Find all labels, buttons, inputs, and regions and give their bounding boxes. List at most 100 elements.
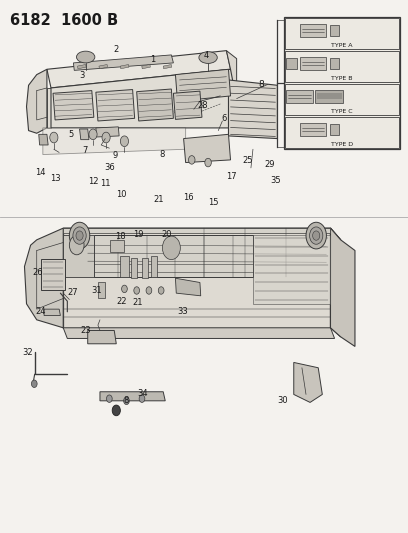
Text: 10: 10 [116,190,127,199]
Bar [151,256,157,277]
Bar [63,228,330,233]
Polygon shape [63,228,330,328]
Polygon shape [175,69,231,101]
Bar [300,57,326,70]
Text: 27: 27 [67,288,78,296]
Bar [285,18,399,49]
Polygon shape [47,88,51,128]
Bar [330,58,339,69]
Text: 17: 17 [226,173,237,181]
Text: 7: 7 [82,146,88,155]
Polygon shape [184,134,231,163]
Text: 13: 13 [50,174,60,182]
Circle shape [102,132,110,143]
Text: 18: 18 [115,232,126,240]
Text: 22: 22 [116,297,127,305]
Polygon shape [142,64,151,69]
Text: 12: 12 [88,177,98,185]
Polygon shape [94,235,253,277]
Bar [131,258,137,278]
Polygon shape [294,362,322,402]
Polygon shape [99,64,108,69]
Circle shape [134,287,140,294]
Polygon shape [43,128,186,155]
Circle shape [162,236,180,260]
Text: 30: 30 [277,397,288,405]
Text: 4: 4 [204,51,208,60]
Polygon shape [120,64,129,69]
Text: TYPE A: TYPE A [331,43,353,49]
Text: TYPE C: TYPE C [331,109,353,115]
Text: 35: 35 [270,176,281,184]
Polygon shape [51,69,237,128]
Polygon shape [330,228,355,346]
Polygon shape [88,330,116,344]
Circle shape [89,129,97,140]
Polygon shape [228,80,277,139]
Circle shape [31,380,37,387]
Circle shape [205,158,211,167]
Text: 6: 6 [222,114,227,123]
Bar [300,123,326,136]
Bar [142,258,148,278]
Circle shape [158,287,164,294]
Text: 1: 1 [151,55,155,64]
Circle shape [76,231,83,240]
Text: 24: 24 [35,308,46,316]
Text: 6182  1600 B: 6182 1600 B [10,13,118,28]
Circle shape [122,285,127,293]
Ellipse shape [199,52,217,63]
Polygon shape [330,228,341,337]
Bar [284,17,400,149]
Circle shape [310,227,323,244]
Circle shape [69,236,84,255]
Circle shape [69,222,90,249]
Ellipse shape [77,51,95,63]
Text: 29: 29 [264,160,275,168]
Polygon shape [44,309,60,316]
Text: 2: 2 [114,45,119,53]
Text: 5: 5 [69,130,74,139]
Text: 23: 23 [80,326,91,335]
Bar [330,25,339,36]
Polygon shape [53,91,94,120]
Polygon shape [63,328,335,338]
Polygon shape [24,228,63,328]
Text: 34: 34 [137,389,148,398]
Circle shape [306,222,326,249]
Circle shape [146,287,152,294]
Text: 8: 8 [258,80,264,88]
Bar [285,84,399,115]
Polygon shape [73,55,173,70]
Text: 21: 21 [153,196,164,204]
Circle shape [124,397,129,405]
Bar [330,124,339,135]
Polygon shape [226,51,237,101]
Polygon shape [27,69,47,133]
Text: TYPE B: TYPE B [331,76,353,82]
Text: 3: 3 [79,71,84,80]
Text: 19: 19 [133,230,144,239]
Polygon shape [173,91,202,119]
Text: 36: 36 [104,164,115,172]
Bar [41,259,65,290]
Polygon shape [96,127,119,137]
Polygon shape [63,228,341,240]
Bar [285,117,399,148]
Circle shape [120,136,129,147]
Bar [315,90,343,103]
Bar [286,90,313,103]
Text: 32: 32 [22,349,33,357]
Circle shape [73,227,86,244]
Circle shape [106,395,112,402]
Text: 8: 8 [124,397,129,405]
Text: 16: 16 [183,193,194,201]
Text: 11: 11 [100,180,111,188]
Text: 9: 9 [113,151,118,160]
Polygon shape [163,64,172,69]
Text: 25: 25 [243,157,253,165]
Circle shape [139,395,145,402]
Bar [300,24,326,37]
Circle shape [313,231,320,240]
Polygon shape [63,235,94,277]
